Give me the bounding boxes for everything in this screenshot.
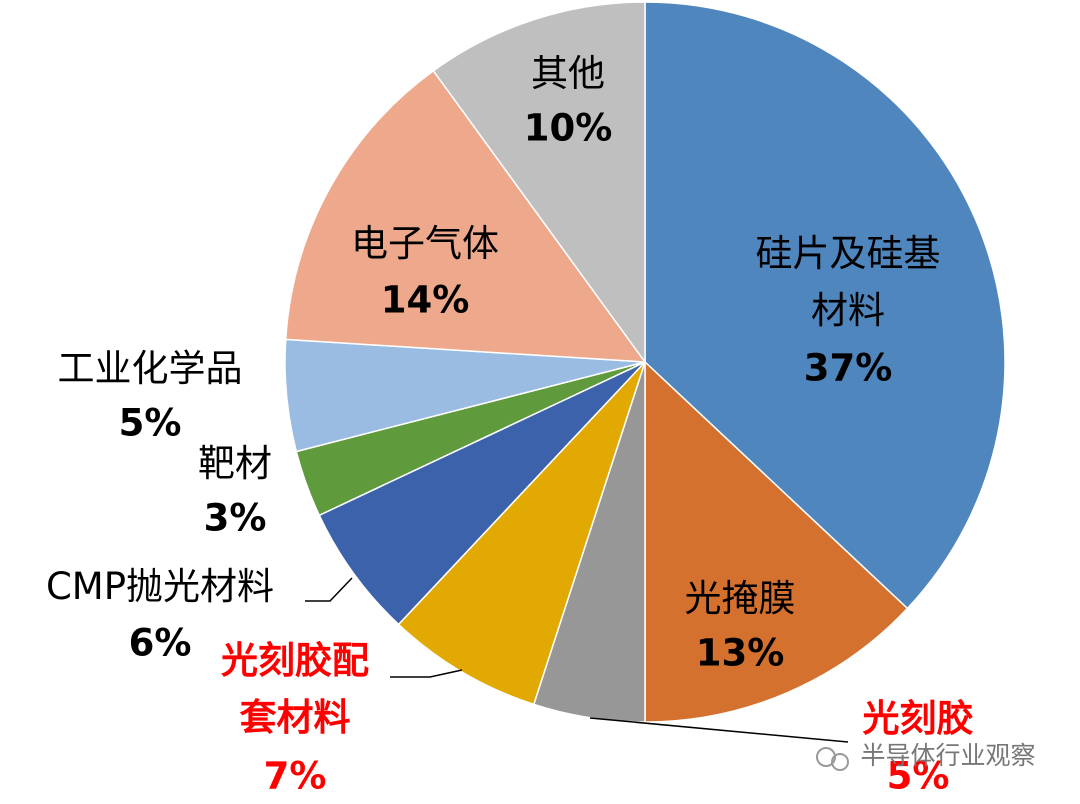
- value-label: 6%: [129, 622, 192, 665]
- labels: 硅片及硅基材料 37% 光掩膜 13% 光刻胶 5% 光刻胶配套材料 7% CMP抛光材料 6% 靶…: [46, 52, 974, 798]
- label-line: 电子气体: [351, 222, 499, 265]
- slice-label: CMP抛光材料: [46, 565, 274, 608]
- label-line: 光刻胶: [863, 697, 974, 740]
- label-line: 光掩膜: [685, 577, 796, 620]
- label-line: 工业化学品: [58, 347, 243, 390]
- leader-line: [390, 669, 463, 678]
- label-line: 硅片及硅基: [756, 232, 941, 275]
- pie-slice: [644, 360, 909, 723]
- label-line: 材料: [811, 289, 885, 332]
- pie-slice: [644, 1, 1006, 610]
- slice-label: 靶材: [198, 442, 272, 485]
- watermark-icon: [816, 747, 849, 771]
- value-label: 14%: [381, 279, 470, 322]
- value-label: 37%: [804, 347, 893, 390]
- slice-label: 其他: [531, 52, 605, 95]
- pie-slice: [318, 361, 646, 626]
- label-line: 光刻胶配: [221, 639, 369, 682]
- slice-label: 硅片及硅基材料: [756, 232, 941, 332]
- slice-label: 电子气体: [351, 222, 499, 265]
- pie: [284, 1, 1006, 723]
- pie-slice: [284, 69, 647, 363]
- slice-label: 光刻胶配套材料: [221, 639, 369, 739]
- leader-line: [589, 717, 849, 743]
- value-label: 13%: [696, 632, 785, 675]
- label-line: 其他: [531, 52, 605, 95]
- slice-label: 光刻胶: [863, 697, 974, 740]
- pie-slice: [397, 361, 646, 706]
- value-label: 7%: [264, 755, 327, 798]
- label-line: 靶材: [198, 442, 272, 485]
- label-line: 套材料: [240, 696, 351, 739]
- watermark: 半导体行业观察: [860, 741, 1035, 770]
- leader-line: [305, 577, 353, 602]
- slice-label: 光掩膜: [685, 577, 796, 620]
- pie-slice: [432, 1, 646, 365]
- value-label: 10%: [524, 107, 613, 150]
- value-label: 5%: [119, 402, 182, 445]
- value-label: 3%: [204, 497, 267, 540]
- slice-label: 工业化学品: [58, 347, 243, 390]
- label-line: CMP抛光材料: [46, 565, 274, 608]
- value-label: 5%: [887, 755, 950, 798]
- leader-lines: [305, 577, 849, 743]
